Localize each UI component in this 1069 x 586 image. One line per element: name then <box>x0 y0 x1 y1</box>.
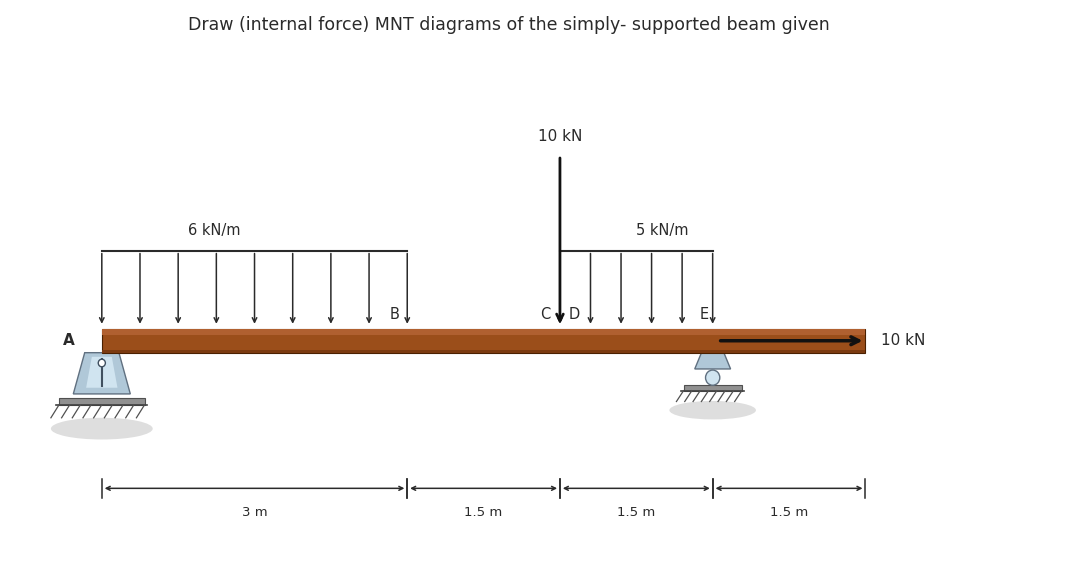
Circle shape <box>98 359 106 367</box>
Polygon shape <box>59 398 144 405</box>
Polygon shape <box>683 385 742 391</box>
Text: 1.5 m: 1.5 m <box>617 506 655 519</box>
Text: C: C <box>541 307 551 322</box>
Text: B: B <box>390 307 400 322</box>
Text: 6 kN/m: 6 kN/m <box>187 223 241 238</box>
Text: A: A <box>63 333 75 348</box>
Text: 10 kN: 10 kN <box>538 130 583 144</box>
Text: E: E <box>700 307 709 322</box>
Ellipse shape <box>669 401 756 420</box>
Polygon shape <box>102 329 866 336</box>
Polygon shape <box>102 350 866 353</box>
Text: 10 kN: 10 kN <box>881 333 925 348</box>
Circle shape <box>706 370 719 385</box>
Text: 5 kN/m: 5 kN/m <box>635 223 688 238</box>
Text: 3 m: 3 m <box>242 506 267 519</box>
Polygon shape <box>74 353 130 394</box>
Ellipse shape <box>51 418 153 440</box>
Text: 1.5 m: 1.5 m <box>770 506 808 519</box>
Polygon shape <box>102 329 866 353</box>
Text: Draw (internal force) MNT diagrams of the simply- supported beam given: Draw (internal force) MNT diagrams of th… <box>188 16 830 34</box>
Polygon shape <box>87 357 118 388</box>
Text: 1.5 m: 1.5 m <box>464 506 502 519</box>
Polygon shape <box>695 353 730 369</box>
Text: D: D <box>569 307 579 322</box>
